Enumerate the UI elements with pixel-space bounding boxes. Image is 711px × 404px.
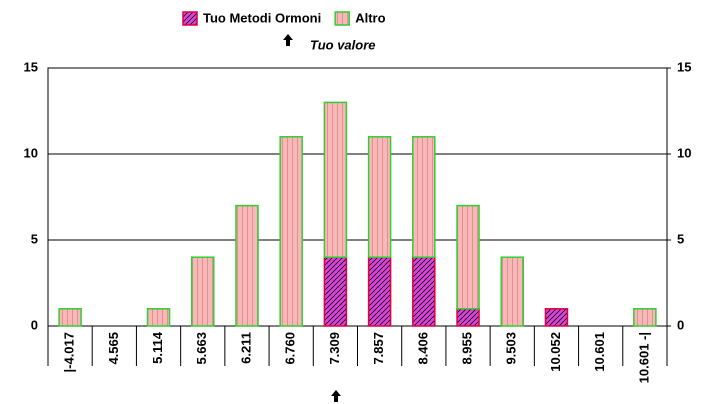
x-tick-label: 5.663 xyxy=(194,332,209,365)
bar xyxy=(412,256,436,327)
bar xyxy=(412,136,436,258)
bar xyxy=(323,256,348,327)
bar xyxy=(633,308,657,327)
x-tick-label: 8.406 xyxy=(415,332,430,365)
x-tick-label: 10.601 xyxy=(592,332,607,372)
annotation-arrow xyxy=(283,34,293,46)
bar xyxy=(58,308,82,327)
bar xyxy=(191,256,215,327)
bar xyxy=(456,204,480,310)
x-tick-label: 6.211 xyxy=(238,332,253,364)
x-tick-label: 10.601 -| xyxy=(636,332,651,383)
bar xyxy=(323,101,348,258)
annotation: Tuo valore xyxy=(310,37,376,52)
bar xyxy=(367,256,392,327)
bar xyxy=(500,256,524,327)
legend-label: Tuo Metodi Ormoni xyxy=(203,10,321,25)
bar xyxy=(146,308,171,327)
bar xyxy=(544,308,569,327)
x-tick-label: 9.503 xyxy=(504,332,519,365)
bar xyxy=(279,136,303,327)
x-tick-label: 4.565 xyxy=(106,332,121,365)
x-tick-label: |-4.017 xyxy=(62,332,77,373)
x-tick-label: 7.857 xyxy=(371,332,386,365)
y-tick-label: 15 xyxy=(24,59,38,74)
x-tick-label: 5.114 xyxy=(150,331,165,364)
y2-tick-label: 5 xyxy=(677,231,684,246)
legend-swatch xyxy=(182,11,198,26)
x-tick-label: 10.052 xyxy=(548,332,563,372)
legend-label: Altro xyxy=(355,10,385,25)
y-tick-label: 0 xyxy=(31,317,38,332)
legend-swatch xyxy=(334,11,350,26)
x-tick-label: 8.955 xyxy=(459,332,474,365)
y2-tick-label: 15 xyxy=(677,59,691,74)
x-tick-label: 7.309 xyxy=(327,332,342,365)
bar xyxy=(235,204,259,327)
y-tick-label: 10 xyxy=(24,145,38,160)
plot-frame xyxy=(47,67,668,327)
y-tick-label: 5 xyxy=(31,231,38,246)
value-arrow xyxy=(331,390,341,402)
bar xyxy=(456,308,480,327)
x-tick-label: 6.760 xyxy=(283,332,298,365)
y2-tick-label: 0 xyxy=(677,317,684,332)
bar xyxy=(367,136,392,258)
y2-tick-label: 10 xyxy=(677,145,691,160)
